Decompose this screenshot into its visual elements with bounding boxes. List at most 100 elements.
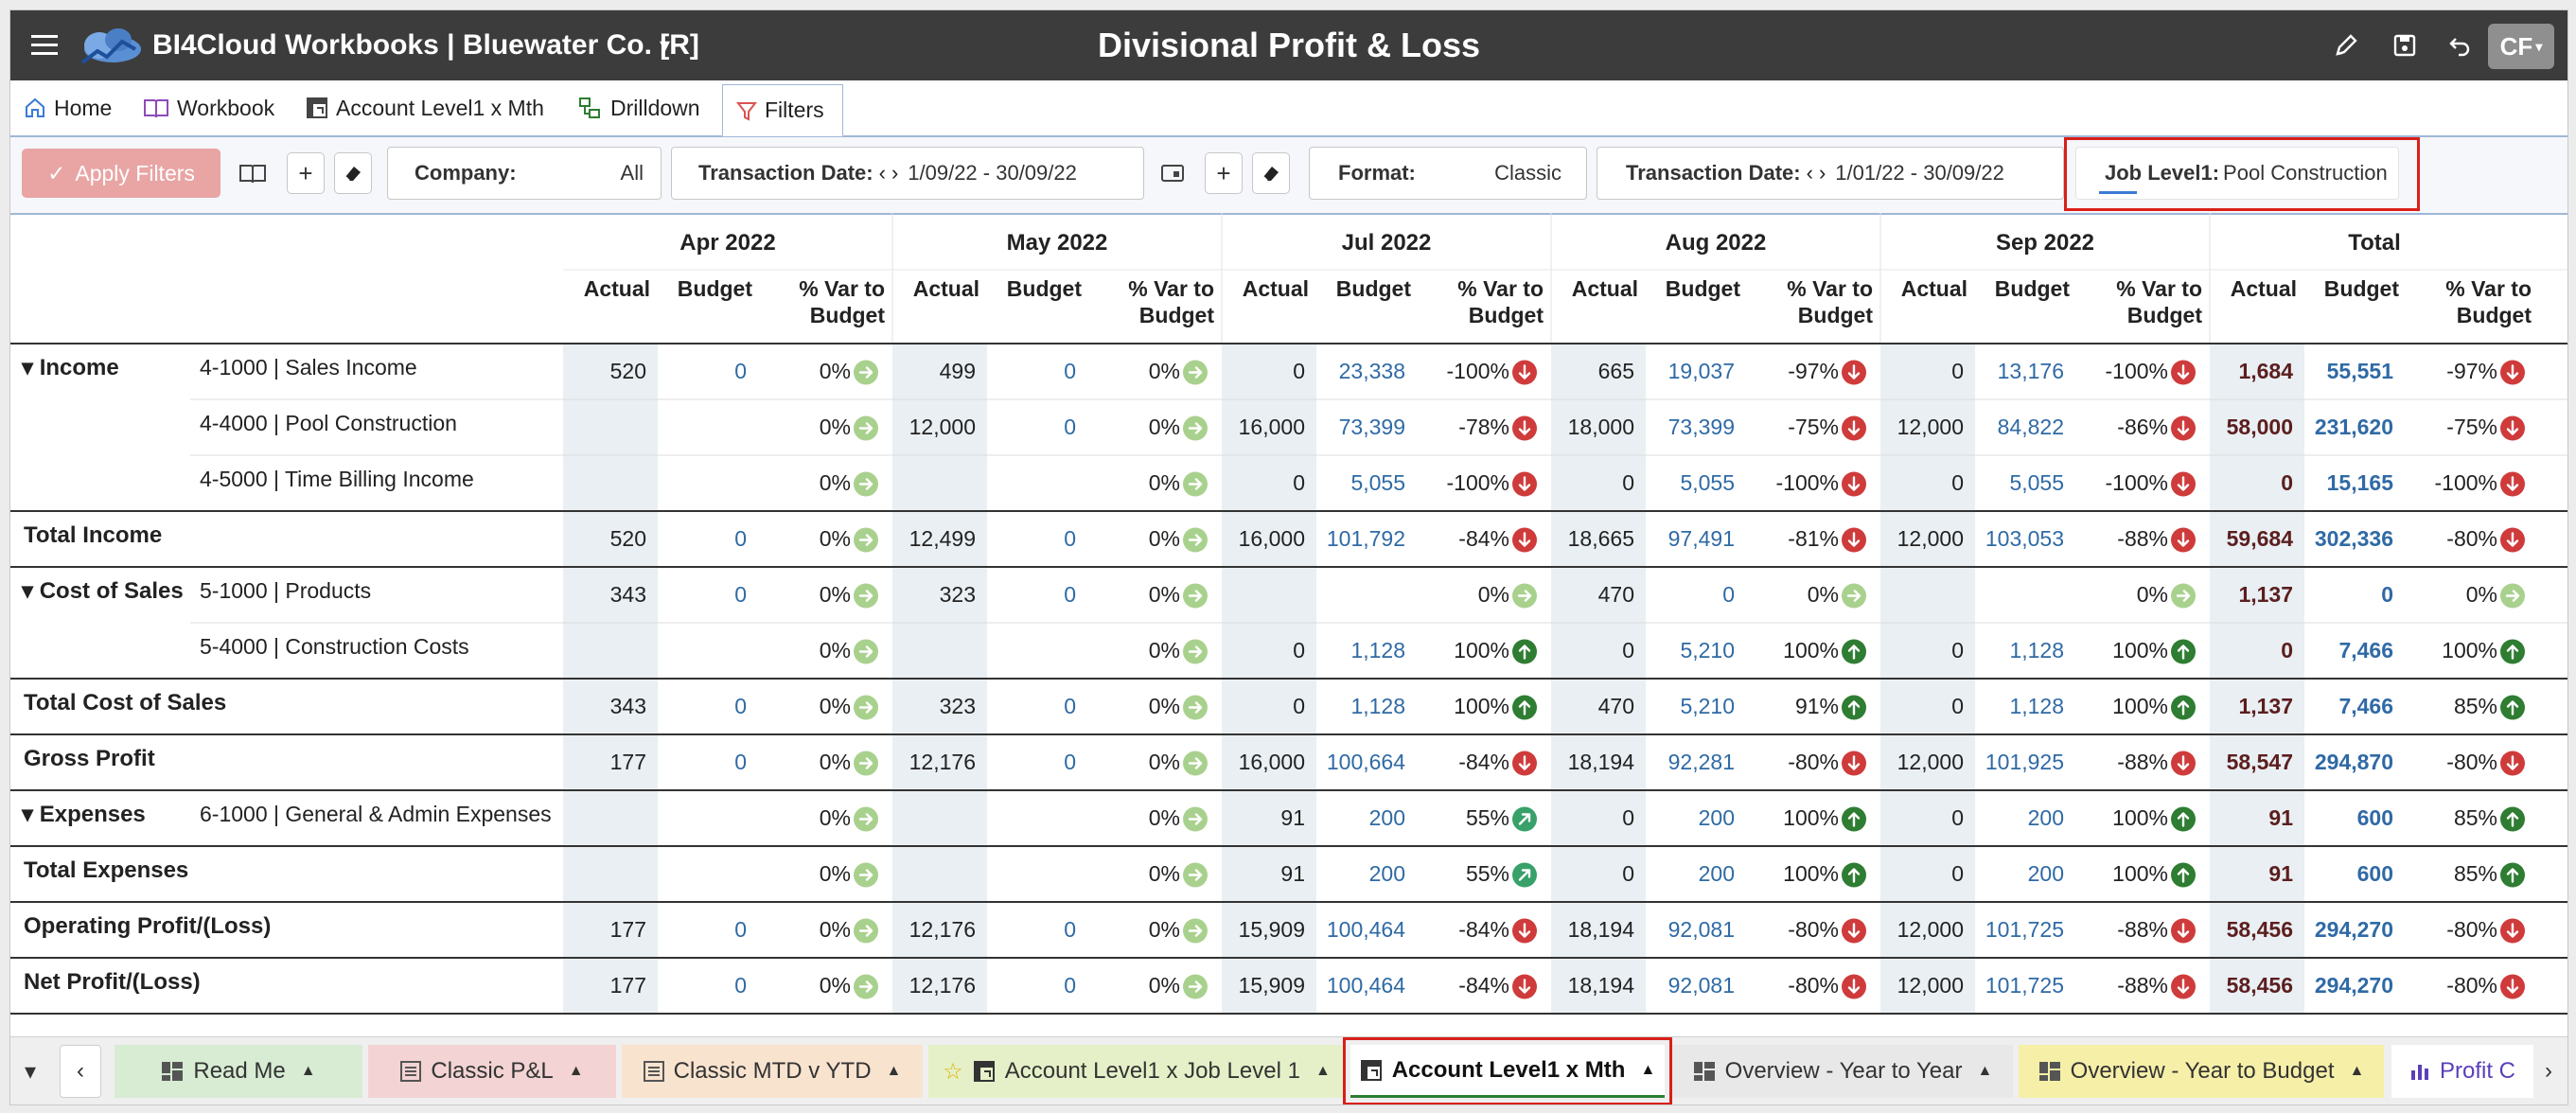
job-level1-filter[interactable]: Job Level1: Pool Construction [2075, 147, 2399, 200]
budget-value[interactable]: 0 [1064, 415, 1076, 439]
budget-value[interactable]: 5,055 [1680, 470, 1735, 495]
budget-value[interactable]: 200 [1368, 861, 1405, 886]
caret-up-icon[interactable]: ▲ [1977, 1063, 1993, 1079]
budget-value[interactable]: 100,464 [1326, 973, 1405, 998]
budget-value[interactable]: 302,336 [2314, 526, 2393, 551]
budget-value[interactable]: 0 [1064, 973, 1076, 998]
user-avatar[interactable]: CF ▾ [2488, 24, 2554, 69]
budget-value[interactable]: 5,210 [1680, 638, 1735, 662]
budget-value[interactable]: 1,128 [1350, 638, 1405, 662]
eraser-icon-2[interactable] [1252, 152, 1290, 194]
group-toggle[interactable]: ▾ Income [22, 355, 119, 380]
budget-value[interactable]: 0 [1064, 750, 1076, 774]
budget-value[interactable]: 97,491 [1667, 526, 1735, 551]
sheet-menu-caret-icon[interactable]: ▾ [24, 1058, 37, 1085]
chevron-left-icon[interactable]: ‹ [1806, 161, 1813, 185]
undo-icon[interactable] [2441, 10, 2479, 80]
budget-value[interactable] [658, 623, 747, 679]
budget-value[interactable]: 200 [1368, 805, 1405, 830]
budget-value[interactable]: 200 [2027, 861, 2064, 886]
group-toggle[interactable]: ▾ Cost of Sales [22, 578, 184, 604]
chevron-right-icon[interactable]: › [1818, 161, 1826, 185]
sheet-tab[interactable]: Classic MTD v YTD ▲ [622, 1045, 923, 1098]
budget-value[interactable]: 0 [2381, 582, 2393, 607]
budget-value[interactable]: 294,270 [2314, 973, 2393, 998]
budget-value[interactable]: 294,270 [2314, 917, 2393, 942]
budget-value[interactable]: 1,128 [2009, 638, 2064, 662]
budget-value[interactable]: 0 [734, 526, 747, 551]
budget-value[interactable]: 0 [734, 582, 747, 607]
budget-value[interactable]: 92,081 [1667, 917, 1735, 942]
caret-up-icon[interactable]: ▲ [568, 1063, 584, 1079]
chevron-left-icon[interactable]: ‹ [60, 1045, 101, 1098]
transaction-date-filter-2[interactable]: Transaction Date: ‹ › 1/01/22 - 30/09/22 [1597, 147, 2064, 200]
chevron-left-icon[interactable]: ‹ [878, 161, 886, 185]
budget-value[interactable]: 101,725 [1985, 973, 2064, 998]
budget-value[interactable] [658, 455, 747, 511]
budget-value[interactable]: 7,466 [2338, 694, 2393, 718]
budget-value[interactable]: 101,725 [1985, 917, 2064, 942]
group-toggle[interactable]: ▾ Expenses [22, 802, 146, 827]
budget-value[interactable]: 600 [2356, 861, 2393, 886]
save-icon[interactable] [2386, 10, 2424, 80]
caret-up-icon[interactable]: ▲ [2349, 1063, 2365, 1079]
caret-up-icon[interactable]: ▲ [1314, 1063, 1331, 1079]
budget-value[interactable] [987, 455, 1076, 511]
budget-value[interactable]: 0 [1064, 359, 1076, 383]
transaction-date-filter[interactable]: Transaction Date: ‹ › 1/09/22 - 30/09/22 [671, 147, 1144, 200]
budget-value[interactable]: 5,055 [2009, 470, 2064, 495]
format-filter[interactable]: Format: Classic [1309, 147, 1587, 200]
tab-home[interactable]: Home [24, 80, 112, 135]
apply-filters-button[interactable]: ✓ Apply Filters [22, 149, 221, 198]
budget-value[interactable]: 23,338 [1338, 359, 1405, 383]
budget-value[interactable]: 200 [2027, 805, 2064, 830]
budget-value[interactable] [1975, 567, 2064, 623]
budget-value[interactable]: 0 [1064, 694, 1076, 718]
budget-value[interactable] [658, 399, 747, 455]
budget-value[interactable]: 231,620 [2314, 415, 2393, 439]
caret-up-icon[interactable]: ▲ [886, 1063, 902, 1079]
budget-value[interactable]: 101,792 [1326, 526, 1405, 551]
add-filter-button[interactable]: + [287, 152, 325, 194]
budget-value[interactable]: 15,165 [2326, 470, 2393, 495]
add-filter-button-2[interactable]: + [1205, 152, 1243, 194]
book-open-icon[interactable] [234, 152, 272, 194]
budget-value[interactable] [1316, 567, 1405, 623]
budget-value[interactable]: 92,081 [1667, 973, 1735, 998]
budget-value[interactable]: 55,551 [2326, 359, 2393, 383]
sheet-tab[interactable]: ☆ Account Level1 x Job Level 1 ▲ [928, 1045, 1345, 1098]
pencil-icon[interactable] [2327, 10, 2365, 80]
budget-value[interactable] [987, 846, 1076, 902]
chevron-right-icon[interactable]: › [891, 161, 899, 185]
sheet-tab[interactable]: Overview - Year to Budget ▲ [2019, 1045, 2384, 1098]
budget-value[interactable]: 1,128 [1350, 694, 1405, 718]
sheet-tab[interactable]: Profit C [2391, 1045, 2533, 1098]
budget-value[interactable]: 0 [1064, 526, 1076, 551]
menu-icon[interactable] [24, 10, 65, 80]
budget-value[interactable]: 5,210 [1680, 694, 1735, 718]
budget-value[interactable]: 101,925 [1985, 750, 2064, 774]
budget-value[interactable] [987, 790, 1076, 846]
budget-value[interactable]: 19,037 [1667, 359, 1735, 383]
budget-value[interactable]: 294,870 [2314, 750, 2393, 774]
budget-value[interactable]: 100,664 [1326, 750, 1405, 774]
sheet-tab[interactable]: Classic P&L ▲ [368, 1045, 616, 1098]
sheet-tab[interactable]: Account Level1 x Mth ▲ [1350, 1045, 1665, 1098]
eraser-icon[interactable] [334, 152, 372, 194]
sheet-tab[interactable]: Overview - Year to Year ▲ [1672, 1045, 2013, 1098]
budget-value[interactable]: 7,466 [2338, 638, 2393, 662]
budget-value[interactable]: 1,128 [2009, 694, 2064, 718]
budget-value[interactable]: 200 [1698, 861, 1735, 886]
budget-value[interactable] [658, 790, 747, 846]
tab-account-level1-mth[interactable]: Account Level1 x Mth [306, 80, 544, 135]
budget-value[interactable]: 0 [734, 973, 747, 998]
budget-value[interactable]: 600 [2356, 805, 2393, 830]
budget-value[interactable]: 0 [734, 917, 747, 942]
budget-value[interactable] [658, 846, 747, 902]
company-filter[interactable]: Company: All [387, 147, 662, 200]
chevron-right-icon[interactable]: › [2545, 1058, 2552, 1084]
budget-value[interactable]: 200 [1698, 805, 1735, 830]
budget-value[interactable]: 84,822 [1997, 415, 2064, 439]
budget-value[interactable]: 13,176 [1997, 359, 2064, 383]
budget-value[interactable]: 0 [734, 750, 747, 774]
